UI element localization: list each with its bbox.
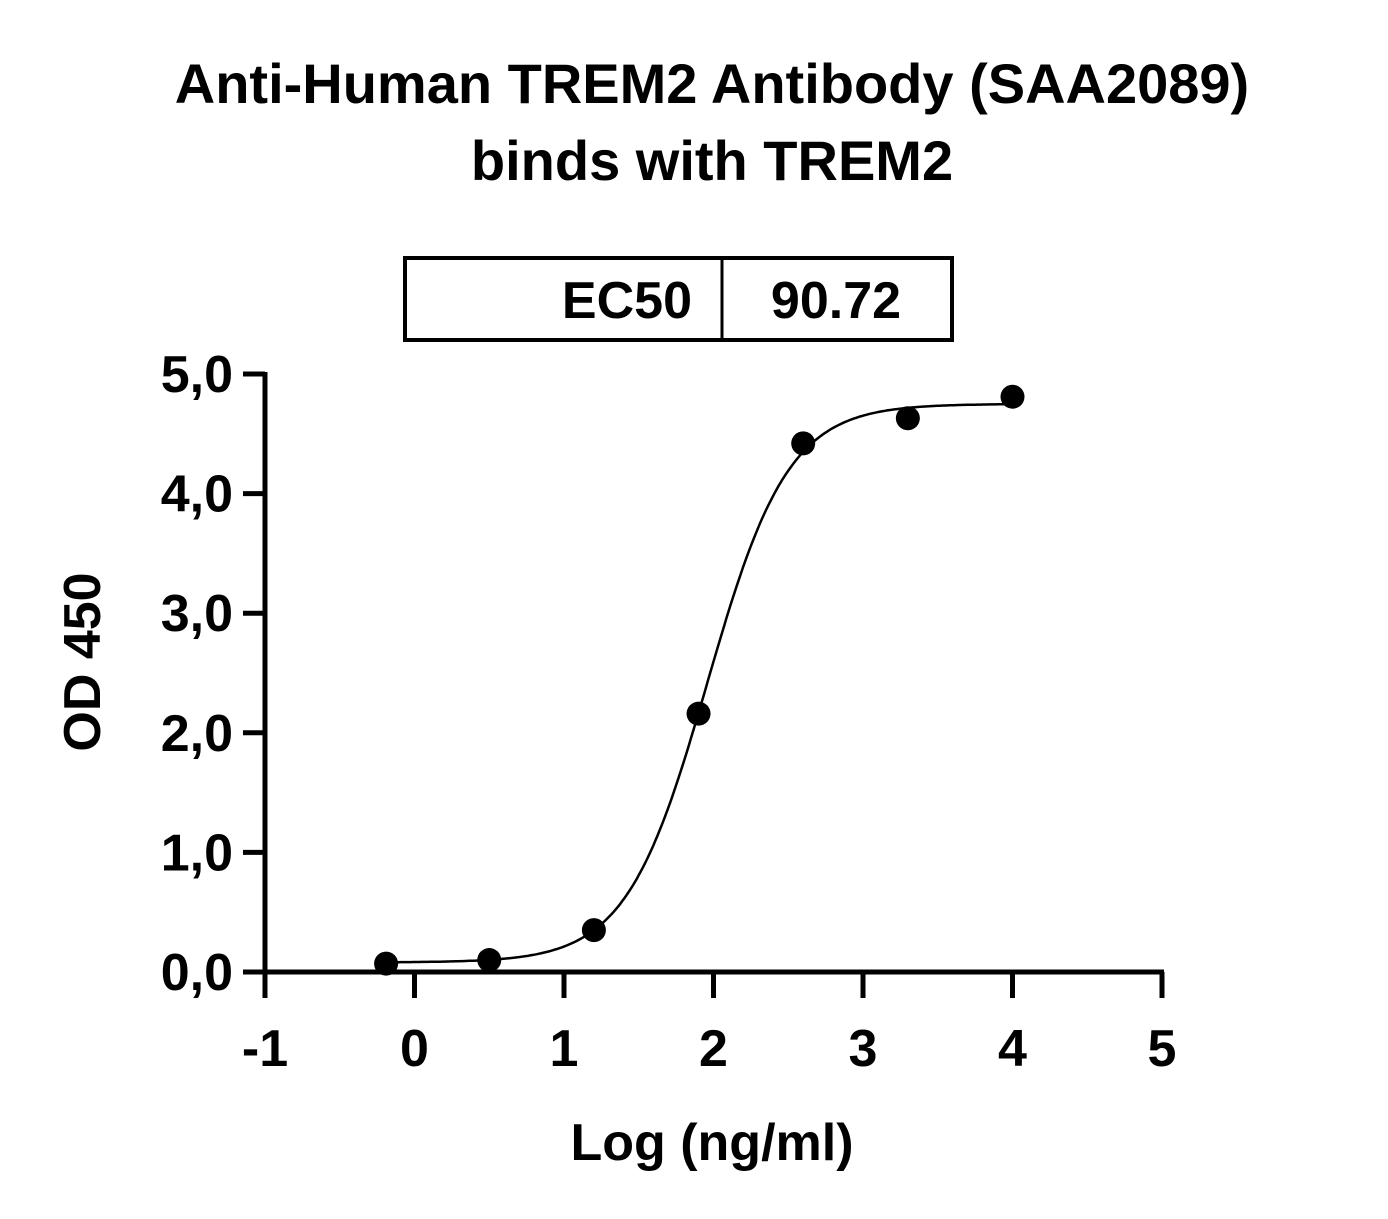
- x-axis-label: Log (ng/ml): [570, 1114, 853, 1172]
- data-point: [791, 431, 816, 456]
- ec50-table: EC50 90.72: [403, 256, 954, 342]
- data-point: [686, 701, 711, 726]
- data-point: [477, 948, 502, 973]
- data-point: [895, 406, 920, 431]
- y-tick-label: 2,0: [161, 705, 233, 763]
- chart-title: Anti-Human TREM2 Antibody (SAA2089): [175, 52, 1249, 115]
- y-tick-label: 5,0: [161, 346, 233, 404]
- ec50-label: EC50: [562, 272, 692, 330]
- x-tick-label: 5: [1148, 1020, 1177, 1078]
- data-point: [374, 951, 399, 976]
- y-axis-label: OD 450: [54, 572, 112, 751]
- x-tick-label: 1: [550, 1020, 579, 1078]
- data-points: [374, 384, 1025, 976]
- ec50-table-border: [403, 256, 954, 342]
- x-tick-label: 0: [400, 1020, 429, 1078]
- axes: 0,0 1,0 2,0 3,0 4,0 5,0 -1 0 1 2 3 4 5: [161, 346, 1177, 1078]
- x-tick-label: 2: [699, 1020, 728, 1078]
- ec50-value: 90.72: [771, 272, 901, 330]
- fit-curve: [386, 402, 1013, 964]
- y-tick-label: 1,0: [161, 824, 233, 882]
- x-tick-label: 4: [998, 1020, 1027, 1078]
- data-point: [581, 918, 606, 943]
- y-tick-label: 0,0: [161, 944, 233, 1002]
- x-tick-label: -1: [242, 1020, 288, 1078]
- chart-subtitle: binds with TREM2: [471, 129, 953, 192]
- y-tick-label: 3,0: [161, 585, 233, 643]
- data-point: [1000, 384, 1025, 409]
- y-tick-label: 4,0: [161, 466, 233, 524]
- x-tick-label: 3: [849, 1020, 878, 1078]
